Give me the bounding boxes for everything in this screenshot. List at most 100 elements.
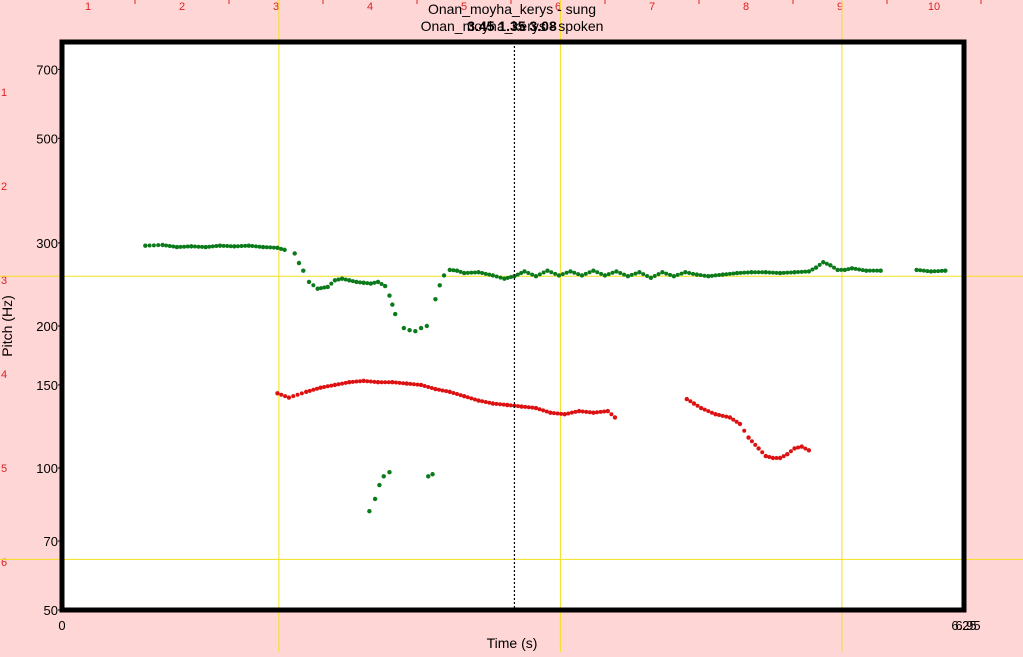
top-ruler-label: 5 [461, 1, 467, 13]
spoken-pitch-point [454, 392, 459, 397]
sung-pitch-point [271, 245, 276, 250]
spoken-pitch-point [480, 399, 485, 404]
spoken-pitch-point [717, 413, 722, 418]
spoken-pitch-point [311, 387, 316, 392]
sung-pitch-point [164, 243, 169, 248]
spoken-pitch-point [472, 397, 477, 402]
spoken-pitch-point [483, 400, 488, 405]
sung-pitch-point [200, 244, 205, 249]
spoken-pitch-point [350, 379, 355, 384]
sung-pitch-point [738, 270, 743, 275]
sung-pitch-point [770, 270, 775, 275]
sung-pitch-point [368, 281, 374, 286]
x-axis-label: Time (s) [487, 635, 538, 651]
spoken-pitch-point [727, 415, 733, 420]
sung-pitch-point [182, 244, 187, 249]
sung-pitch-point [832, 265, 837, 270]
top-ruler-label: 7 [649, 1, 655, 13]
sung-pitch-point [390, 302, 395, 307]
sung-pitch-point [322, 285, 327, 290]
sung-pitch-point [803, 269, 808, 274]
sung-pitch-point [350, 279, 355, 284]
sung-pitch-point [260, 244, 266, 250]
sung-pitch-point [447, 267, 453, 273]
sung-pitch-point [365, 281, 370, 286]
sung-pitch-point [147, 243, 152, 248]
sung-pitch-point [533, 274, 539, 279]
sung-pitch-point [151, 243, 156, 248]
spoken-pitch-point [695, 403, 700, 408]
sung-pitch-point [343, 277, 348, 282]
spoken-pitch-point [544, 409, 549, 414]
sung-pitch-point [553, 271, 558, 276]
sung-pitch-point [637, 270, 642, 275]
sung-pitch-point [599, 271, 604, 276]
sung-pitch-point [185, 244, 190, 249]
y-tick-label: 150 [36, 378, 58, 393]
sung-pitch-point [810, 267, 815, 272]
spoken-pitch-point [418, 382, 424, 388]
sung-pitch-point [461, 270, 467, 276]
sung-pitch-point [451, 268, 456, 273]
spoken-pitch-point [295, 392, 300, 397]
ruler-layer: 123456789101234567 [1, 0, 982, 657]
sung-pitch-point [645, 273, 650, 278]
sung-pitch-point [339, 276, 345, 281]
sung-pitch-point [572, 270, 577, 275]
spoken-pitch-point [598, 409, 603, 414]
spoken-pitch-point [559, 411, 564, 416]
spoken-pitch-point [390, 380, 395, 385]
spoken-pitch-point [393, 380, 398, 385]
sung-pitch-point [174, 244, 180, 250]
sung-pitch-point [275, 245, 280, 250]
sung-pitch-point [724, 272, 729, 277]
sung-pitch-point [939, 268, 944, 273]
sung-pitch-point [943, 268, 948, 273]
series-layer [143, 242, 948, 514]
sung-pitch-point [282, 247, 287, 253]
sung-pitch-point [698, 273, 703, 278]
sung-pitch-point [679, 271, 684, 276]
spoken-pitch-point [688, 399, 693, 404]
top-ruler-label: 9 [837, 1, 843, 13]
sung-pitch-point [602, 273, 608, 278]
x-tick-label-end: 6.25 [951, 618, 976, 633]
top-ruler-label: 3 [273, 1, 279, 13]
sung-pitch-point [835, 267, 840, 273]
sung-pitch-point [587, 270, 592, 275]
sung-pitch-point [264, 245, 269, 250]
spoken-pitch-point [397, 380, 402, 385]
sung-pitch-point [498, 275, 503, 280]
sung-pitch-point [487, 272, 492, 277]
spoken-pitch-point [734, 419, 739, 424]
spoken-pitch-point [803, 446, 808, 451]
spoken-pitch-point [368, 379, 373, 384]
sung-pitch-point [530, 272, 535, 277]
spoken-pitch-point [299, 391, 304, 396]
sung-pitch-point [846, 267, 851, 272]
y-tick-label: 200 [36, 319, 58, 334]
axis-layer: 50 70 100 150 200 300 500 700 0 6.256.95 [36, 62, 980, 633]
sung-pitch-point [505, 275, 510, 280]
sung-pitch-point [745, 270, 750, 275]
sung-pitch-point [774, 270, 779, 275]
sung-pitch-point [576, 272, 581, 277]
sung-pitch-point [214, 244, 219, 249]
sung-pitch-point [522, 269, 527, 274]
sung-pitch-point [720, 272, 725, 277]
spoken-pitch-point [325, 384, 330, 389]
spoken-pitch-point [322, 384, 327, 389]
sung-pitch-point [361, 280, 366, 285]
sung-pitch-point [382, 283, 388, 289]
sung-pitch-point [932, 269, 937, 274]
spoken-pitch-point [587, 410, 592, 415]
spoken-pitch-point [584, 409, 589, 414]
spoken-pitch-point [777, 455, 783, 461]
sung-pitch-point [702, 273, 707, 278]
spoken-pitch-point [602, 409, 607, 414]
sung-pitch-point [799, 269, 804, 274]
sung-pitch-point [509, 275, 514, 280]
sung-pitch-point [691, 271, 696, 276]
sung-pitch-point [196, 244, 201, 249]
